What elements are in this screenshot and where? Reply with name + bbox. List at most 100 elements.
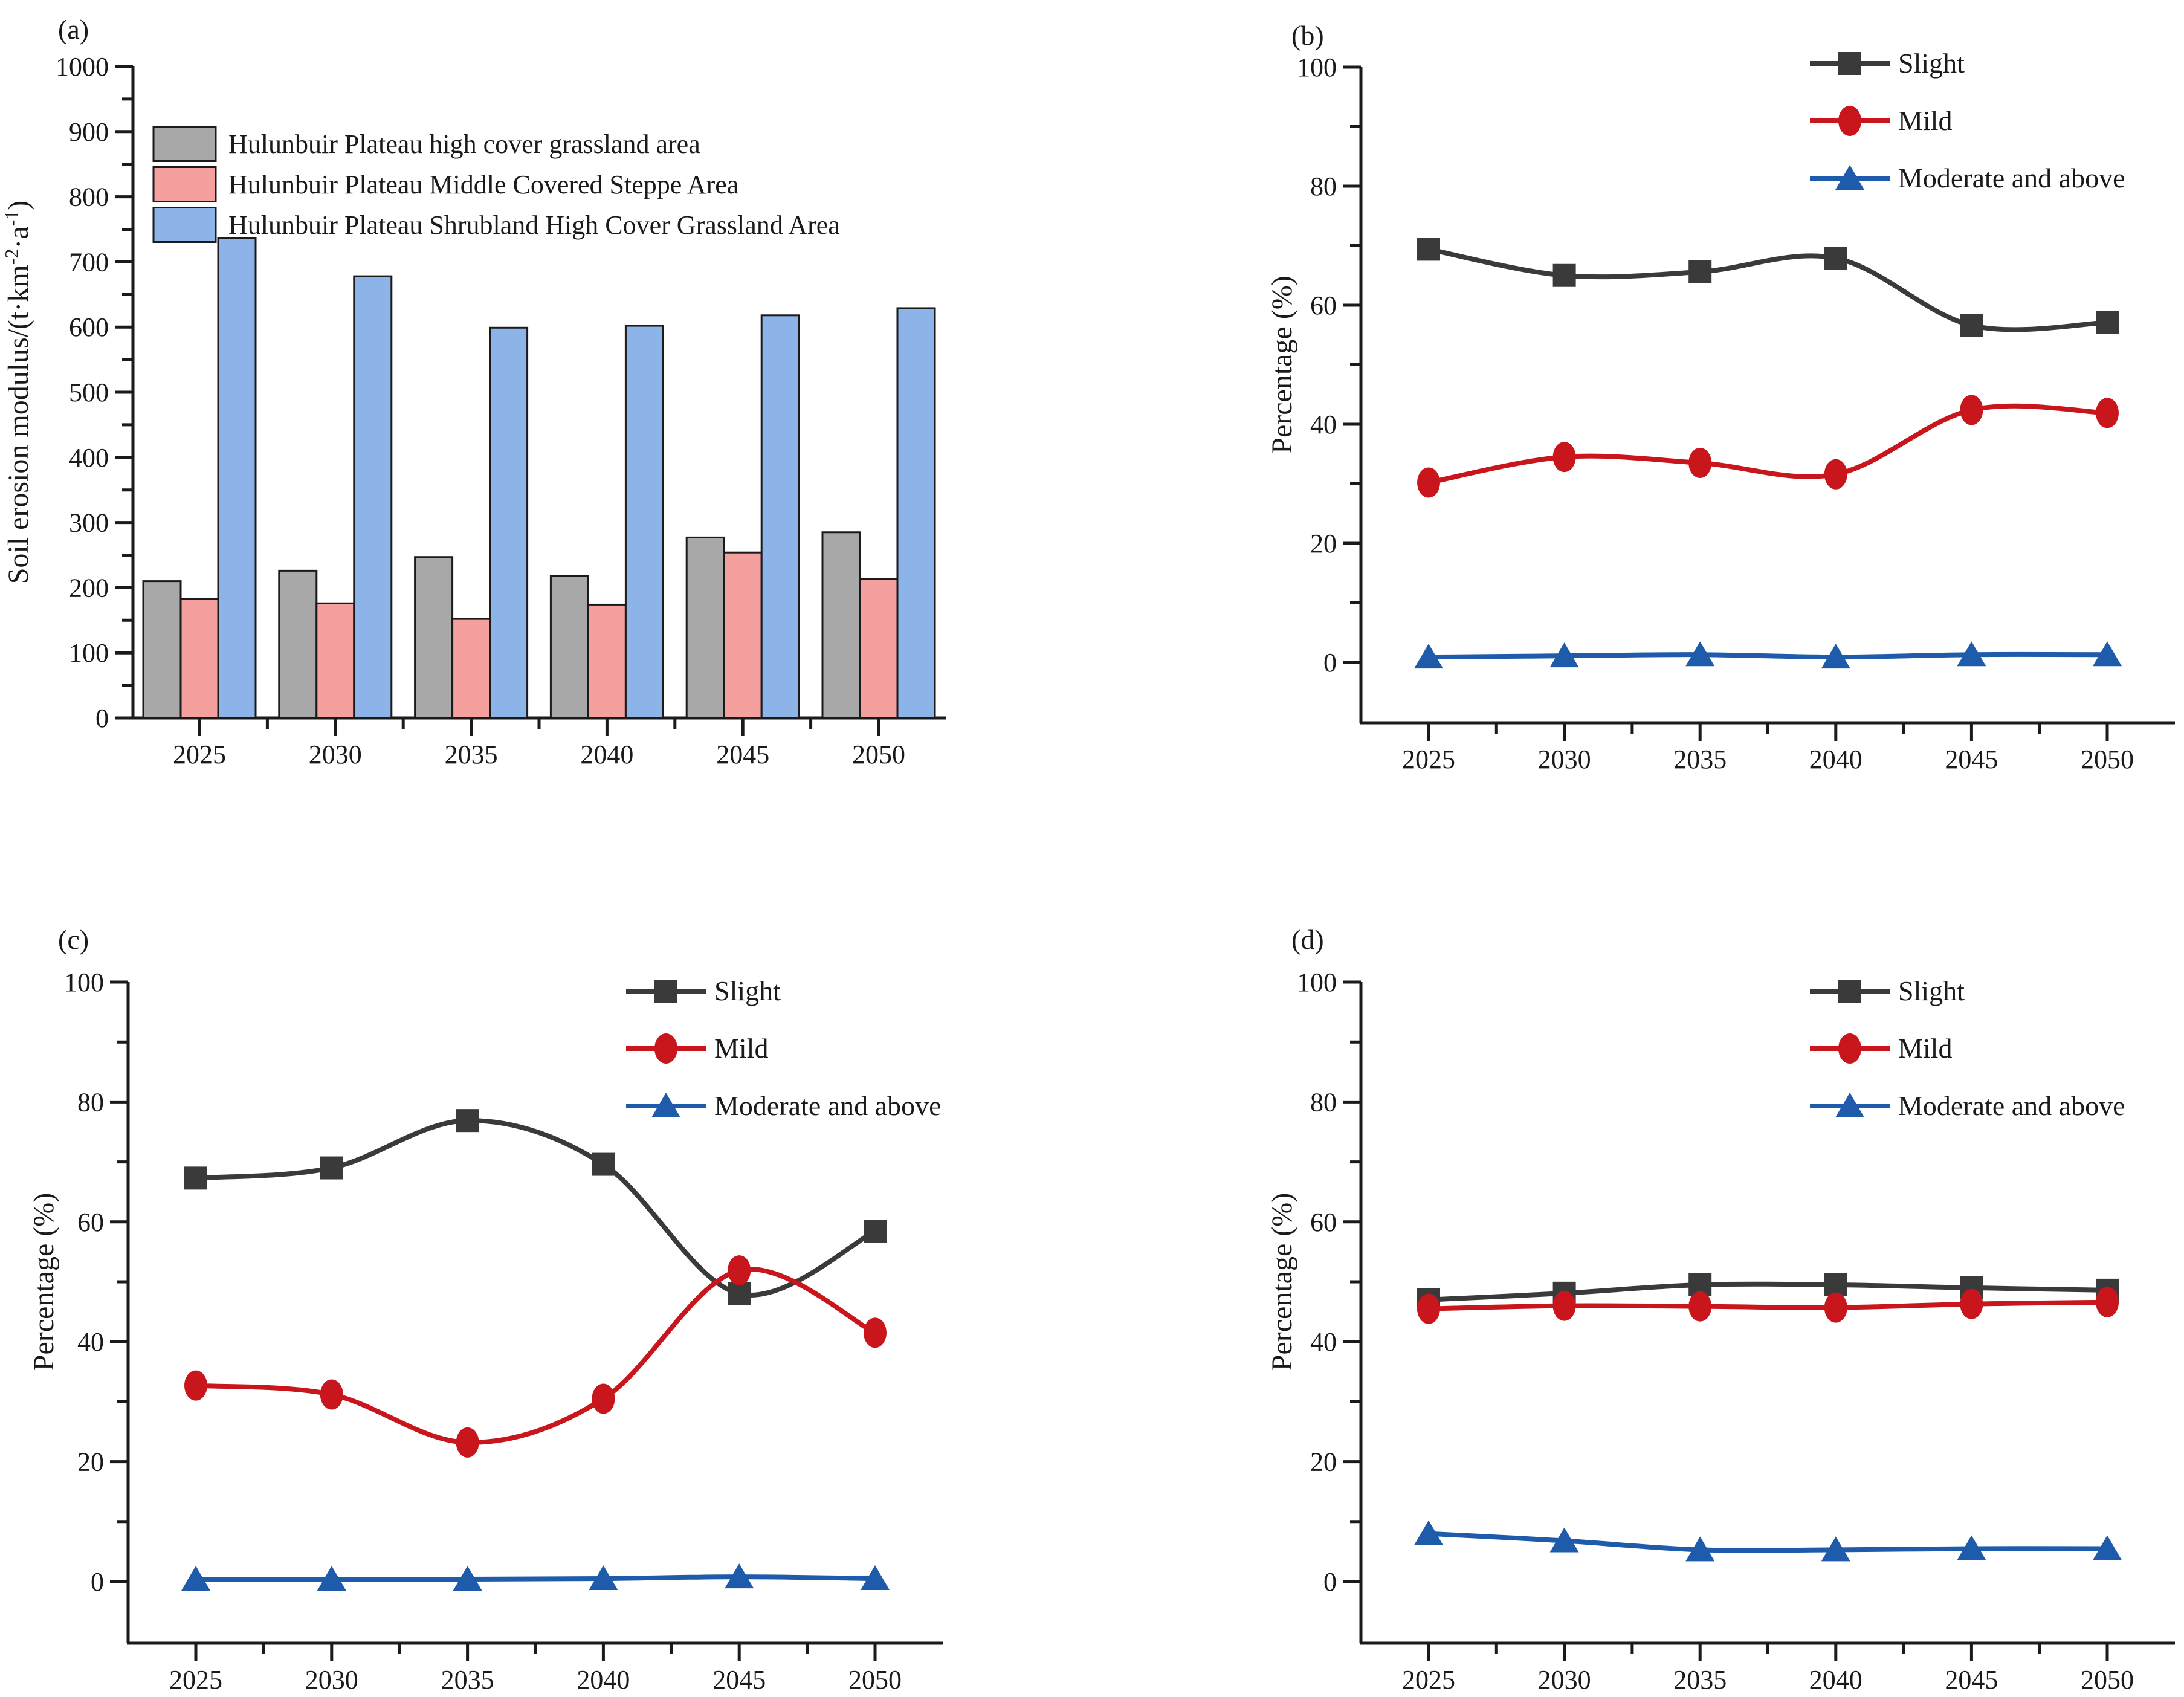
bar-2050-series-1 xyxy=(859,578,899,719)
marker-2040-series-1 xyxy=(1824,459,1847,490)
legend-label: Mild xyxy=(1898,105,1952,136)
marker-2035-series-0 xyxy=(1688,260,1712,283)
marker-2035-series-0 xyxy=(456,1109,479,1133)
marker-2050-series-1 xyxy=(2096,1287,2119,1317)
line-circle xyxy=(1428,403,2108,485)
x-tick-label: 2025 xyxy=(169,1665,222,1695)
x-tick-label: 2040 xyxy=(580,740,633,769)
legend-label: Slight xyxy=(1898,975,1965,1006)
bar-2050-series-0 xyxy=(821,531,861,719)
legend-marker xyxy=(651,1093,680,1117)
marker-2035-series-2 xyxy=(453,1566,482,1591)
marker-2035-series-1 xyxy=(1688,448,1712,479)
marker-2040-series-2 xyxy=(589,1565,618,1591)
legend-marker xyxy=(654,980,677,1003)
legend-item: Mild xyxy=(1810,1033,1952,1064)
marker-2040-series-0 xyxy=(1824,1273,1847,1296)
y-tick-label: 80 xyxy=(1310,172,1337,201)
bar-2035-series-1 xyxy=(451,618,491,719)
marker-2030-series-1 xyxy=(320,1379,343,1410)
legend-marker xyxy=(654,1033,677,1064)
marker-2030-series-2 xyxy=(317,1566,346,1591)
y-tick-label: 40 xyxy=(1310,410,1337,439)
bar-2040-series-1 xyxy=(587,603,627,719)
legend-label: Slight xyxy=(1898,48,1965,79)
marker-2045-series-2 xyxy=(725,1563,754,1589)
y-tick-label: 60 xyxy=(1310,291,1337,320)
panel-c-label: (c) xyxy=(58,924,89,955)
x-tick-label: 2035 xyxy=(441,1665,494,1695)
legend-item: Hulunbuir Plateau Middle Covered Steppe … xyxy=(152,166,738,202)
x-tick-label: 2035 xyxy=(1673,1665,1727,1695)
axes xyxy=(1343,980,2175,1661)
marker-2040-series-2 xyxy=(1821,1536,1850,1562)
y-tick-label: 400 xyxy=(69,443,109,473)
panel-b-label: (b) xyxy=(1291,20,1324,51)
panel-d: (d) 0 20 40 60 80 100 2025 2030 2035 2040 2045 2050… xyxy=(1092,848,2184,1697)
marker-2050-series-2 xyxy=(2093,1535,2122,1560)
legend-label: Hulunbuir Plateau high cover grassland a… xyxy=(228,129,700,159)
legend-item: Moderate and above xyxy=(1810,163,2125,193)
line-triangle xyxy=(1428,651,2108,660)
legend-swatch xyxy=(152,126,217,162)
legend-marker xyxy=(1835,1093,1864,1117)
y-tick-label: 300 xyxy=(69,508,109,538)
marker-2025-series-1 xyxy=(1417,1293,1440,1324)
y-tick-label: 0 xyxy=(1323,648,1337,677)
marker-2030-series-1 xyxy=(1552,442,1576,473)
y-axis-title: Percentage (%) xyxy=(1266,1193,1298,1371)
x-tick-label: 2030 xyxy=(309,740,362,769)
line-triangle xyxy=(196,1574,876,1582)
bar-2025-series-0 xyxy=(142,580,182,719)
panel-b: (b) 0 20 40 60 80 100 2025 2030 2035 2040 2045 2050… xyxy=(1092,0,2184,848)
y-tick-label: 0 xyxy=(95,703,109,733)
y-tick-label: 60 xyxy=(1310,1207,1337,1237)
marker-2025-series-0 xyxy=(184,1166,207,1190)
bar-2045-series-1 xyxy=(723,551,763,719)
marker-2040-series-0 xyxy=(592,1152,615,1176)
y-tick-label: 200 xyxy=(69,573,109,603)
marker-2050-series-1 xyxy=(864,1317,887,1348)
y-tick-label: 40 xyxy=(1310,1327,1337,1357)
legend-item: Moderate and above xyxy=(1810,1090,2125,1121)
legend-swatch xyxy=(152,166,217,202)
axes xyxy=(115,65,946,736)
line-triangle xyxy=(1428,1531,2108,1553)
panel-a-bar-chart: 0 100 200 300 400 500 600 700 800 900 1000 2025 2030… xyxy=(1,52,946,769)
marker-2040-series-1 xyxy=(1824,1292,1847,1323)
x-tick-label: 2025 xyxy=(173,740,226,769)
y-axis-title: Percentage (%) xyxy=(28,1193,60,1371)
legend-item: Mild xyxy=(626,1033,768,1064)
legend-label: Slight xyxy=(714,975,781,1006)
legend-label: Hulunbuir Plateau Shrubland High Cover G… xyxy=(228,210,840,240)
marker-2025-series-0 xyxy=(1417,238,1440,261)
bar-2035-series-0 xyxy=(414,556,454,719)
legend-marker xyxy=(1838,52,1861,75)
marker-2050-series-1 xyxy=(2096,398,2119,428)
y-tick-label: 500 xyxy=(69,378,109,407)
x-tick-label: 2040 xyxy=(1809,745,1863,774)
line-square xyxy=(1428,1281,2108,1302)
marker-2035-series-1 xyxy=(1688,1291,1712,1322)
legend-label: Mild xyxy=(1898,1033,1952,1064)
y-tick-label: 0 xyxy=(1323,1567,1337,1597)
x-tick-label: 2040 xyxy=(577,1665,630,1695)
legend-label: Moderate and above xyxy=(714,1090,942,1121)
y-tick-label: 900 xyxy=(69,117,109,147)
legend-item: Moderate and above xyxy=(626,1090,942,1121)
panel-d-label: (d) xyxy=(1291,924,1324,955)
panel-a: (a) 0 100 200 300 400 500 600 700 800 900 1000 2025… xyxy=(0,0,1092,848)
marker-2035-series-2 xyxy=(1685,641,1715,667)
y-tick-label: 20 xyxy=(1310,1447,1337,1477)
y-tick-label: 100 xyxy=(69,638,109,668)
bar-2030-series-0 xyxy=(278,569,318,719)
marker-2030-series-1 xyxy=(1552,1290,1576,1321)
marker-2030-series-0 xyxy=(1552,263,1576,287)
marker-2025-series-1 xyxy=(184,1370,207,1401)
y-tick-label: 20 xyxy=(1310,529,1337,558)
axes xyxy=(110,980,943,1661)
bar-2030-series-2 xyxy=(353,275,393,719)
legend-marker xyxy=(1838,106,1861,136)
legend-item: Slight xyxy=(1810,975,1965,1006)
